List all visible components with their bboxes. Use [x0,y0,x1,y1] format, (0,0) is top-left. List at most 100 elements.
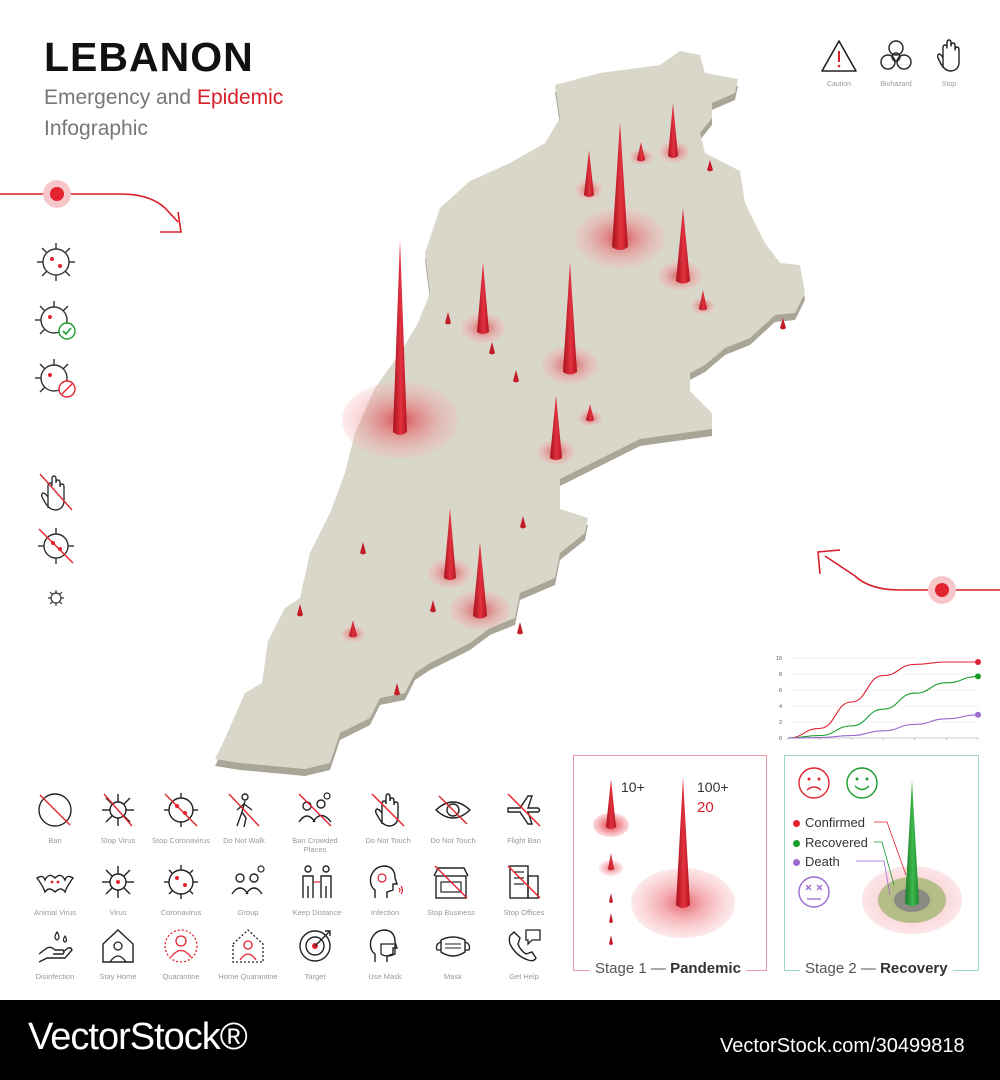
grid-label-do-not-walk: Do Not Walk [223,836,265,845]
grid-item-target: Target [284,926,346,981]
mask-icon [435,936,471,957]
grid-item-do-not-touch: Do Not Touch [357,790,419,845]
grid-item-group: Group [217,862,279,917]
disinfection-icon [38,930,73,963]
stop-offices-icon [507,865,541,899]
trend-chart: 0 2 4 6 8 10 [776,656,981,742]
grid-label-virus: Virus [109,908,127,917]
virus-check-icon [35,301,76,340]
chart-y-tick-label: 2 [779,720,782,726]
stop-coronavirus-icon [164,793,198,827]
grid-label-do-not-touch-eye: Do Not Touch [430,836,476,845]
grid-item-coronavirus: Coronavirus [150,862,212,917]
grid-label-stop-business: Stop Business [427,908,475,917]
stay-home-icon [102,929,134,963]
biohazard-icon [880,40,912,70]
ban-icon [38,793,72,827]
flight-ban-icon [507,793,541,827]
use-mask-icon [369,929,398,962]
subtitle: Emergency and Epidemic [44,86,283,110]
grid-item-stay-home: Stay Home [87,926,149,981]
chart-series-line-1 [787,675,979,739]
chart-series-line-2 [787,714,979,739]
stage1-large-value: 100+ [697,779,729,795]
grid-item-do-not-walk: Do Not Walk [213,790,275,845]
stage2-label-bold: Recovery [880,960,948,977]
biohazard-label: Biohazard [880,81,912,88]
stage1-graphic [593,777,735,945]
grid-label-ban: Ban [48,836,62,845]
dead-face-icon [798,876,830,908]
small-virus-icon [48,590,64,606]
grid-item-virus: Virus [87,862,149,917]
chart-series-end-point-2 [975,711,981,718]
grid-label-stop-coronavirus: Stop Coronavirus [152,836,210,845]
grid-label-stay-home: Stay Home [99,972,137,981]
grid-item-get-help: Get Help [493,926,555,981]
grid-label-quarantine: Quarantine [162,972,200,981]
grid-label-ban-crowded-places: Ban Crowded Places [292,836,338,854]
legend-confirmed: Confirmed [793,815,865,830]
recovered-dot [793,840,800,848]
biohazard-icon-item: Biohazard [868,38,924,88]
subtitle-highlight: Epidemic [196,86,284,109]
grid-item-quarantine: Quarantine [150,926,212,981]
legend-recovered: Recovered [793,835,868,850]
legend-confirmed-label: Confirmed [805,815,865,830]
grid-label-get-help: Get Help [509,972,539,981]
page-title: LEBANON [44,34,254,80]
grid-item-infection: Infection [354,862,416,917]
map-graphic [0,51,1000,776]
grid-label-use-mask: Use Mask [368,972,402,981]
stage1-label: Stage 1 — Pandemic [590,960,746,977]
legend-death-label: Death [805,854,840,869]
death-dot [793,859,800,867]
grid-label-disinfection: Disinfection [35,972,75,981]
chart-y-tick-label: 0 [779,736,782,742]
grid-item-flight-ban: Flight Ban [493,790,555,845]
grid-item-keep-distance: Keep Distance [286,862,348,917]
grid-label-stop-virus: Stop Virus [100,836,136,845]
chart-series-end-point-0 [975,659,981,665]
chart-grid [787,657,979,740]
happy-face-icon [846,767,878,799]
grid-label-do-not-touch: Do Not Touch [365,836,411,845]
chart-y-tick-label: 6 [779,688,782,694]
stop-coronavirus-side-icon [38,528,74,564]
grid-item-mask: Mask [422,926,484,981]
group-icon [231,865,265,895]
virus-side-icon [37,243,75,281]
do-not-walk-icon [228,793,260,828]
footer-bar [0,1000,1000,1080]
chart-series-line-0 [787,661,978,739]
grid-label-mask: Mask [444,972,462,981]
stage1-label-bold: Pandemic [670,960,741,977]
grid-label-infection: Infection [370,908,400,917]
confirmed-dot [793,820,800,828]
grid-item-home-quarantine: Home Quarantine [217,926,279,981]
get-help-icon [508,929,541,962]
do-not-touch-icon [371,793,405,827]
quarantine-icon [164,929,198,963]
stop-business-icon [433,865,469,899]
stage1-small-value: 10+ [621,779,645,795]
caution-icon [821,40,857,72]
stop-hand-icon [936,39,960,72]
animal-virus-icon [35,874,75,894]
grid-label-stop-offices: Stop Offices [503,908,545,917]
infection-icon [369,865,404,898]
chart-y-tick-label: 8 [779,672,782,678]
lebanon-map [215,51,805,776]
grid-item-stop-offices: Stop Offices [493,862,555,917]
legend-death: Death [793,854,840,869]
coronavirus-icon [164,865,198,899]
keep-distance-icon [302,865,332,898]
left-flow-arrow [0,180,182,233]
grid-item-ban-crowded-places: Ban Crowded Places [284,790,346,854]
grid-item-do-not-touch-eye: Do Not Touch [422,790,484,845]
virus-icon [102,866,134,898]
grid-item-stop-virus: Stop Virus [87,790,149,845]
do-not-touch-eye-icon [434,795,472,825]
chart-y-tick-label: 10 [776,656,782,662]
chart-lines [787,659,981,739]
